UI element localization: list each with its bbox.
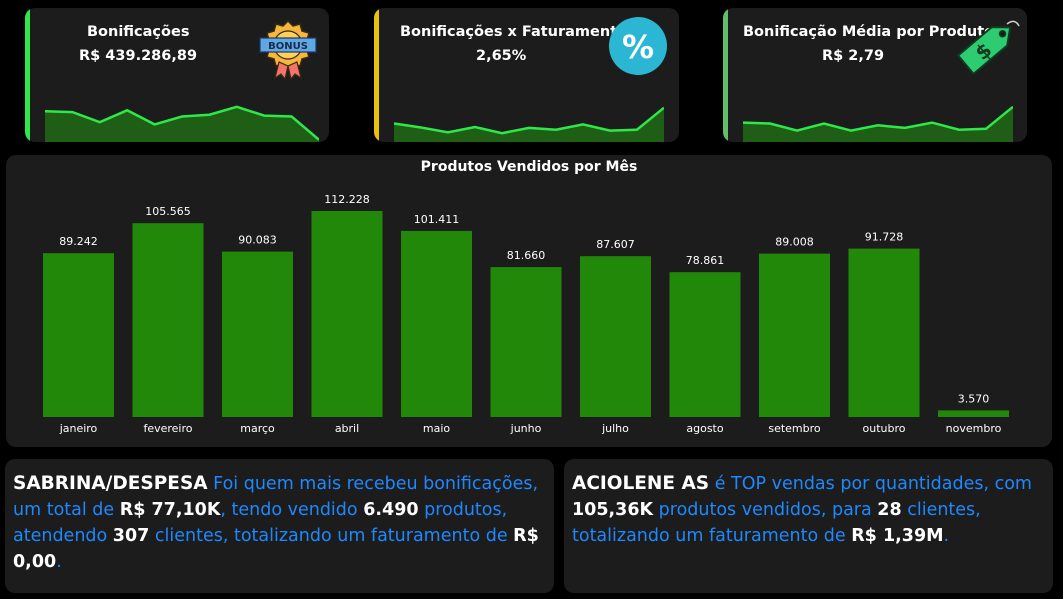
insight-produtos-vendidos: 105,36K [572,500,654,520]
bar-novembro[interactable] [938,410,1009,417]
kpi-title: Bonificação Média por Produto [743,24,995,40]
x-tick-label: outubro [863,422,906,435]
kpi-value: R$ 439.286,89 [79,48,198,64]
bonus-badge-icon: BONUS [257,18,319,84]
x-tick-label: fevereiro [143,422,192,435]
insight-card-top-bonificacao: SABRINA/DESPESA Foi quem mais recebeu bo… [5,459,554,593]
insight-text: é TOP vendas por quantidades, com [709,474,1032,494]
data-label: 81.660 [507,249,546,262]
kpi-value: R$ 2,79 [822,48,885,64]
insight-seller-name: ACIOLENE AS [572,473,710,494]
data-label: 78.861 [686,254,725,267]
kpi-title: Bonificações x Faturamento [400,24,628,40]
insight-faturamento: R$ 1,39M [851,526,944,546]
kpi-card-bonificacao-media: Bonificação Média por Produto R$ 2,79 $ [723,8,1027,142]
sparkline-area [394,107,664,142]
x-tick-label: abril [335,422,359,435]
insight-seller-name: SABRINA/DESPESA [13,473,208,494]
bar-fevereiro[interactable] [132,223,204,417]
x-tick-label: maio [423,422,451,435]
x-tick-label: setembro [768,422,821,435]
kpi-value: 2,65% [476,48,527,64]
insight-produtos-vendidos: 6.490 [363,500,419,520]
data-label: 91.728 [865,231,904,244]
insight-text: Foi quem mais recebeu bonificações, um t… [13,474,539,520]
sparkline-line [45,105,319,141]
x-tick-label: junho [510,422,542,435]
percent-glyph: % [622,28,654,66]
bar-agosto[interactable] [669,272,741,417]
sparkline-area [45,106,319,142]
insight-text: . [943,526,950,546]
bar-junho[interactable] [490,267,562,417]
data-label: 90.083 [238,234,277,247]
insight-clientes: 307 [112,526,150,546]
kpi-card-bonificacoes-faturamento: Bonificações x Faturamento 2,65% % [374,8,679,142]
chart-panel-produtos-vendidos: 89.242 janeiro 105.565 fevereiro 90.083 março… [6,155,1052,447]
sparkline-bonificacao-media [743,105,1013,142]
x-tick-label: julho [601,422,629,435]
insight-text: clientes, totalizando um faturamento de [149,526,514,546]
x-tick-label: agosto [686,422,723,435]
data-label: 3.570 [958,392,990,405]
sparkline-area [743,106,1013,142]
price-tag-dollar-icon: $ [953,14,1023,78]
bar-abril[interactable] [311,211,383,417]
sparkline-line [394,106,664,135]
svg-text:BONUS: BONUS [268,41,308,52]
bar-março[interactable] [222,251,293,417]
insight-card-top-vendas: ACIOLENE AS é TOP vendas por quantidades… [564,459,1053,593]
data-label: 89.242 [59,235,98,248]
kpi-card-bonificacoes: Bonificações R$ 439.286,89 BONUS [25,8,329,142]
x-tick-label: novembro [946,422,1002,435]
bar-maio[interactable] [401,230,472,417]
insight-bonificacao-total: R$ 77,10K [119,500,221,520]
percent-icon: % [608,16,668,80]
x-tick-label: janeiro [59,422,98,435]
bar-setembro[interactable] [759,253,830,417]
insight-text: . [56,552,62,572]
data-label: 89.008 [775,236,814,249]
insight-text: produtos vendidos, para [653,500,878,520]
bar-janeiro[interactable] [43,253,114,417]
bar-chart-produtos-vendidos: 89.242 janeiro 105.565 fevereiro 90.083 março… [43,193,1009,435]
x-tick-label: março [240,422,275,435]
insight-text: , tendo vendido [220,500,364,520]
bar-outubro[interactable] [848,248,920,417]
insight-text: produtos, atendendo [13,500,508,546]
insight-clientes: 28 [877,500,902,520]
data-label: 87.607 [596,238,635,251]
kpi-accent-bar [374,8,379,142]
sparkline-line [743,105,1013,132]
data-label: 112.228 [324,193,370,206]
chart-title: Produtos Vendidos por Mês [420,159,638,175]
insight-text: clientes, totalizando um faturamento de [572,500,981,546]
sparkline-bonificacoes [45,105,319,142]
insight-faturamento: R$ 0,00 [13,526,539,572]
data-label: 105.565 [145,205,191,218]
kpi-accent-bar [25,8,30,142]
sparkline-bonificacoes-faturamento [394,106,664,142]
kpi-title: Bonificações [87,24,190,40]
kpi-accent-bar [723,8,728,142]
data-label: 101.411 [414,213,460,226]
bar-julho[interactable] [580,256,651,417]
